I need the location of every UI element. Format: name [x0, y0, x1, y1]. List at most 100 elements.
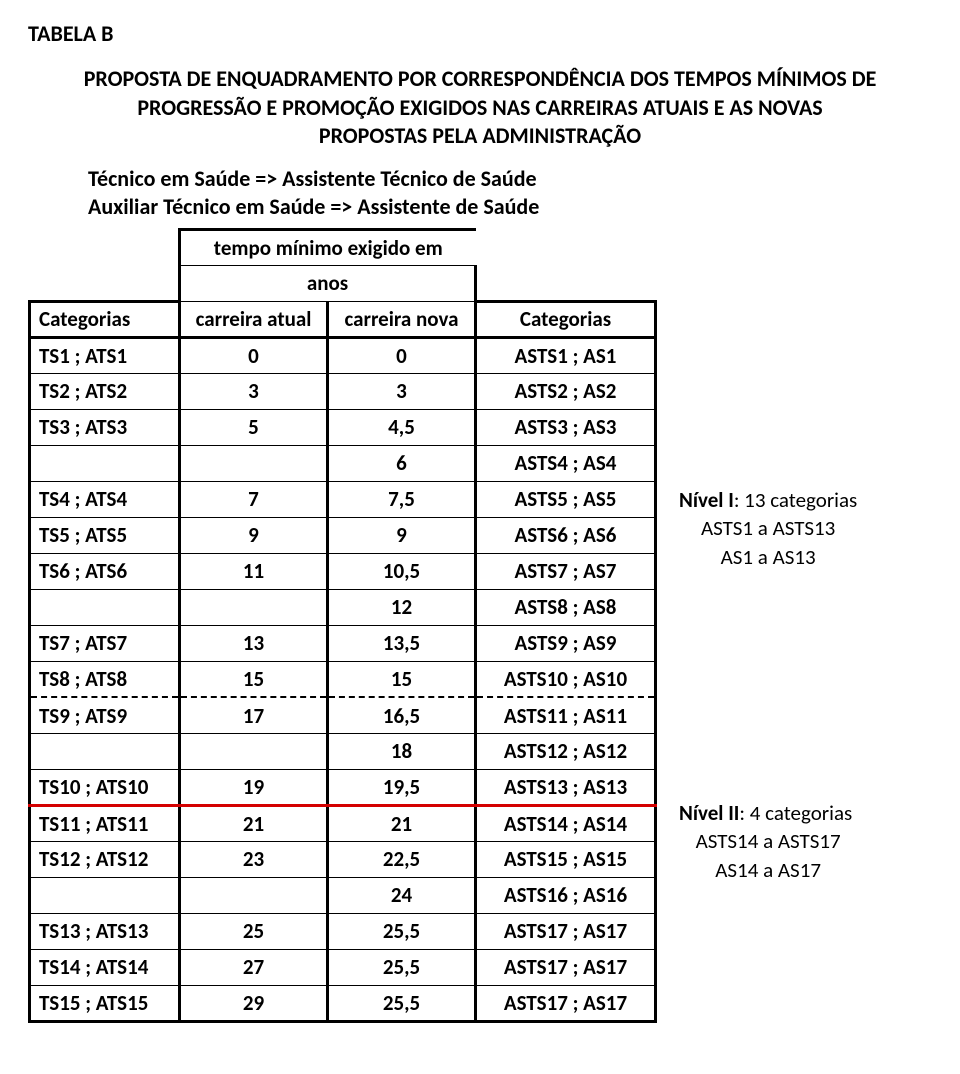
cell-carreira-atual: 19 — [180, 769, 328, 805]
table-row: TS8 ; ATS81515ASTS10 ; AS10 — [30, 661, 656, 697]
cell-categoria-nova: ASTS10 ; AS10 — [476, 661, 656, 697]
table-row: TS9 ; ATS91716,5ASTS11 ; AS11 — [30, 697, 656, 733]
table-header-row-1: tempo mínimo exigido em — [30, 229, 656, 265]
table-row: 24ASTS16 ; AS16 — [30, 877, 656, 913]
note-rest: : 13 categorias — [734, 487, 857, 513]
note-line: AS14 a AS17 — [679, 856, 857, 884]
cell-categoria-atual — [30, 445, 180, 481]
header-spacer — [30, 265, 180, 301]
cell-carreira-nova: 25,5 — [328, 949, 476, 985]
cell-carreira-atual: 21 — [180, 805, 328, 841]
cell-categoria-nova: ASTS8 ; AS8 — [476, 589, 656, 625]
cell-categoria-atual: TS10 ; ATS10 — [30, 769, 180, 805]
cell-categoria-nova: ASTS17 ; AS17 — [476, 949, 656, 985]
table-body: TS1 ; ATS100ASTS1 ; AS1TS2 ; ATS233ASTS2… — [30, 337, 656, 1021]
page: TABELA B PROPOSTA DE ENQUADRAMENTO POR C… — [0, 0, 960, 1063]
cell-categoria-nova: ASTS14 ; AS14 — [476, 805, 656, 841]
table-label: TABELA B — [28, 20, 932, 47]
heading: PROPOSTA DE ENQUADRAMENTO POR CORRESPOND… — [30, 65, 930, 151]
cell-categoria-nova: ASTS17 ; AS17 — [476, 913, 656, 949]
cell-categoria-nova: ASTS12 ; AS12 — [476, 733, 656, 769]
cell-categoria-nova: ASTS1 ; AS1 — [476, 337, 656, 373]
cell-carreira-atual — [180, 877, 328, 913]
table-row: TS15 ; ATS152925,5ASTS17 ; AS17 — [30, 985, 656, 1021]
table-header-row-2: anos — [30, 265, 656, 301]
cell-carreira-nova: 21 — [328, 805, 476, 841]
cell-carreira-nova: 24 — [328, 877, 476, 913]
cell-categoria-atual: TS13 ; ATS13 — [30, 913, 180, 949]
table-row: TS7 ; ATS71313,5ASTS9 ; AS9 — [30, 625, 656, 661]
cell-carreira-nova: 15 — [328, 661, 476, 697]
header-carreira-nova: carreira nova — [328, 301, 476, 337]
cell-categoria-nova: ASTS11 ; AS11 — [476, 697, 656, 733]
cell-categoria-atual: TS2 ; ATS2 — [30, 373, 180, 409]
note-line: ASTS14 a ASTS17 — [679, 827, 857, 855]
cell-carreira-atual: 13 — [180, 625, 328, 661]
cell-carreira-atual — [180, 445, 328, 481]
header-spacer — [476, 265, 656, 301]
cell-categoria-nova: ASTS4 ; AS4 — [476, 445, 656, 481]
mapping-table: tempo mínimo exigido em anos Categorias … — [28, 228, 657, 1023]
cell-carreira-nova: 0 — [328, 337, 476, 373]
heading-line: PROPOSTAS PELA ADMINISTRAÇÃO — [30, 122, 930, 151]
cell-categoria-nova: ASTS5 ; AS5 — [476, 481, 656, 517]
header-tempo-line2: anos — [180, 265, 476, 301]
table-row: TS6 ; ATS61110,5ASTS7 ; AS7 — [30, 553, 656, 589]
cell-categoria-atual: TS4 ; ATS4 — [30, 481, 180, 517]
cell-carreira-nova: 9 — [328, 517, 476, 553]
cell-carreira-atual: 27 — [180, 949, 328, 985]
cell-categoria-atual: TS11 ; ATS11 — [30, 805, 180, 841]
note-bold: Nível II — [679, 800, 739, 826]
cell-carreira-atual: 23 — [180, 841, 328, 877]
cell-carreira-nova: 16,5 — [328, 697, 476, 733]
header-categorias-left: Categorias — [30, 301, 180, 337]
cell-categoria-nova: ASTS2 ; AS2 — [476, 373, 656, 409]
cell-carreira-nova: 25,5 — [328, 985, 476, 1021]
table-row: TS11 ; ATS112121ASTS14 ; AS14 — [30, 805, 656, 841]
cell-categoria-atual: TS3 ; ATS3 — [30, 409, 180, 445]
cell-carreira-nova: 12 — [328, 589, 476, 625]
cell-categoria-atual — [30, 589, 180, 625]
table-header-row-3: Categorias carreira atual carreira nova … — [30, 301, 656, 337]
cell-carreira-nova: 19,5 — [328, 769, 476, 805]
note-bold: Nível I — [679, 487, 734, 513]
cell-carreira-atual: 25 — [180, 913, 328, 949]
cell-categoria-nova: ASTS3 ; AS3 — [476, 409, 656, 445]
cell-categoria-atual — [30, 877, 180, 913]
cell-carreira-nova: 4,5 — [328, 409, 476, 445]
cell-carreira-atual: 15 — [180, 661, 328, 697]
note-block-2: Nível II: 4 categorias ASTS14 a ASTS17 A… — [679, 799, 857, 884]
heading-line: PROGRESSÃO E PROMOÇÃO EXIGIDOS NAS CARRE… — [30, 94, 930, 123]
cell-categoria-atual: TS8 ; ATS8 — [30, 661, 180, 697]
cell-carreira-atual: 3 — [180, 373, 328, 409]
header-tempo-line1: tempo mínimo exigido em — [180, 229, 476, 265]
table-row: TS2 ; ATS233ASTS2 ; AS2 — [30, 373, 656, 409]
cell-carreira-atual: 5 — [180, 409, 328, 445]
cell-carreira-atual: 11 — [180, 553, 328, 589]
note-block-1: Nível I: 13 categorias ASTS1 a ASTS13 AS… — [679, 486, 857, 571]
content-row: tempo mínimo exigido em anos Categorias … — [28, 222, 932, 1023]
subtitle-2: Auxiliar Técnico em Saúde => Assistente … — [88, 193, 932, 222]
header-carreira-atual: carreira atual — [180, 301, 328, 337]
table-row: TS12 ; ATS122322,5ASTS15 ; AS15 — [30, 841, 656, 877]
table-row: TS3 ; ATS354,5ASTS3 ; AS3 — [30, 409, 656, 445]
note-line: Nível II: 4 categorias — [679, 799, 857, 827]
cell-categoria-nova: ASTS13 ; AS13 — [476, 769, 656, 805]
table-row: TS1 ; ATS100ASTS1 ; AS1 — [30, 337, 656, 373]
note-line: Nível I: 13 categorias — [679, 486, 857, 514]
cell-categoria-atual: TS1 ; ATS1 — [30, 337, 180, 373]
table-wrap: tempo mínimo exigido em anos Categorias … — [28, 228, 657, 1023]
cell-carreira-nova: 13,5 — [328, 625, 476, 661]
cell-carreira-nova: 22,5 — [328, 841, 476, 877]
cell-categoria-nova: ASTS6 ; AS6 — [476, 517, 656, 553]
cell-carreira-nova: 7,5 — [328, 481, 476, 517]
header-spacer — [30, 229, 180, 265]
cell-categoria-nova: ASTS17 ; AS17 — [476, 985, 656, 1021]
table-row: TS14 ; ATS142725,5ASTS17 ; AS17 — [30, 949, 656, 985]
cell-carreira-atual: 7 — [180, 481, 328, 517]
cell-carreira-nova: 6 — [328, 445, 476, 481]
cell-carreira-atual — [180, 733, 328, 769]
table-row: TS5 ; ATS599ASTS6 ; AS6 — [30, 517, 656, 553]
heading-line: PROPOSTA DE ENQUADRAMENTO POR CORRESPOND… — [30, 65, 930, 94]
cell-carreira-atual: 29 — [180, 985, 328, 1021]
